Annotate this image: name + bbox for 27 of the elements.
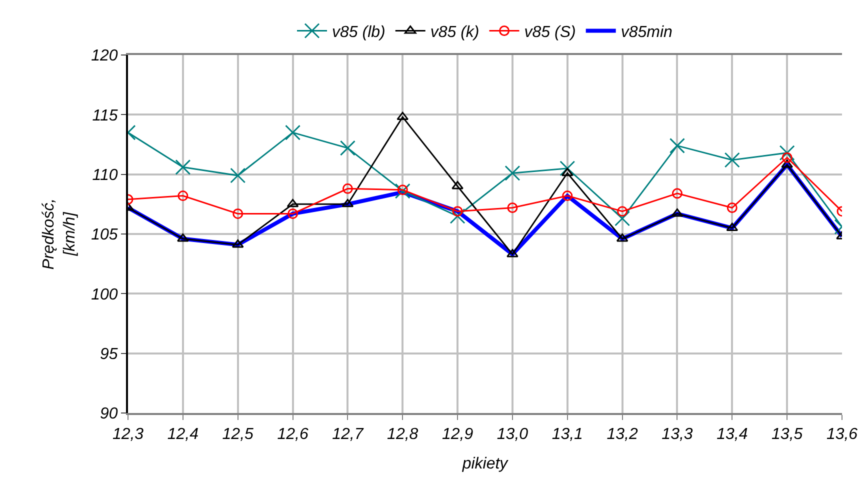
x-tick-label: 13,1 xyxy=(552,426,583,444)
y-tick-label: 95 xyxy=(100,346,118,363)
x-axis-title: pikiety xyxy=(461,455,509,472)
x-tick-label: 12,3 xyxy=(112,426,144,444)
x-tick-label: 12,4 xyxy=(167,426,199,444)
x-tick-label: 13,5 xyxy=(772,426,803,444)
x-tick-label: 13,6 xyxy=(826,426,858,444)
x-tick-label: 12,8 xyxy=(387,426,418,444)
x-tick-label: 13,2 xyxy=(606,426,638,444)
legend-label: v85 (k) xyxy=(430,24,480,41)
y-axis-title: Prędkość, [km/h] xyxy=(40,198,78,270)
legend-label: v85 (S) xyxy=(524,24,576,41)
y-tick-label: 115 xyxy=(92,107,118,124)
legend-label: v85 (lb) xyxy=(332,24,386,41)
x-tick-label: 12,5 xyxy=(222,426,254,444)
y-tick-label: 90 xyxy=(100,406,118,423)
y-tick-label: 120 xyxy=(91,48,118,65)
x-tick-label: 13,3 xyxy=(662,426,693,444)
x-tick-label: 13,0 xyxy=(496,426,528,444)
x-tick-label: 12,6 xyxy=(277,426,308,444)
y-tick-label: 100 xyxy=(91,286,118,304)
x-tick-label: 13,4 xyxy=(716,426,748,444)
x-tick-label: 12,9 xyxy=(442,426,474,444)
legend-label: v85min xyxy=(620,24,673,41)
x-tick-label: 12,7 xyxy=(332,426,364,444)
y-tick-label: 110 xyxy=(92,166,118,184)
y-tick-label: 105 xyxy=(91,226,118,244)
